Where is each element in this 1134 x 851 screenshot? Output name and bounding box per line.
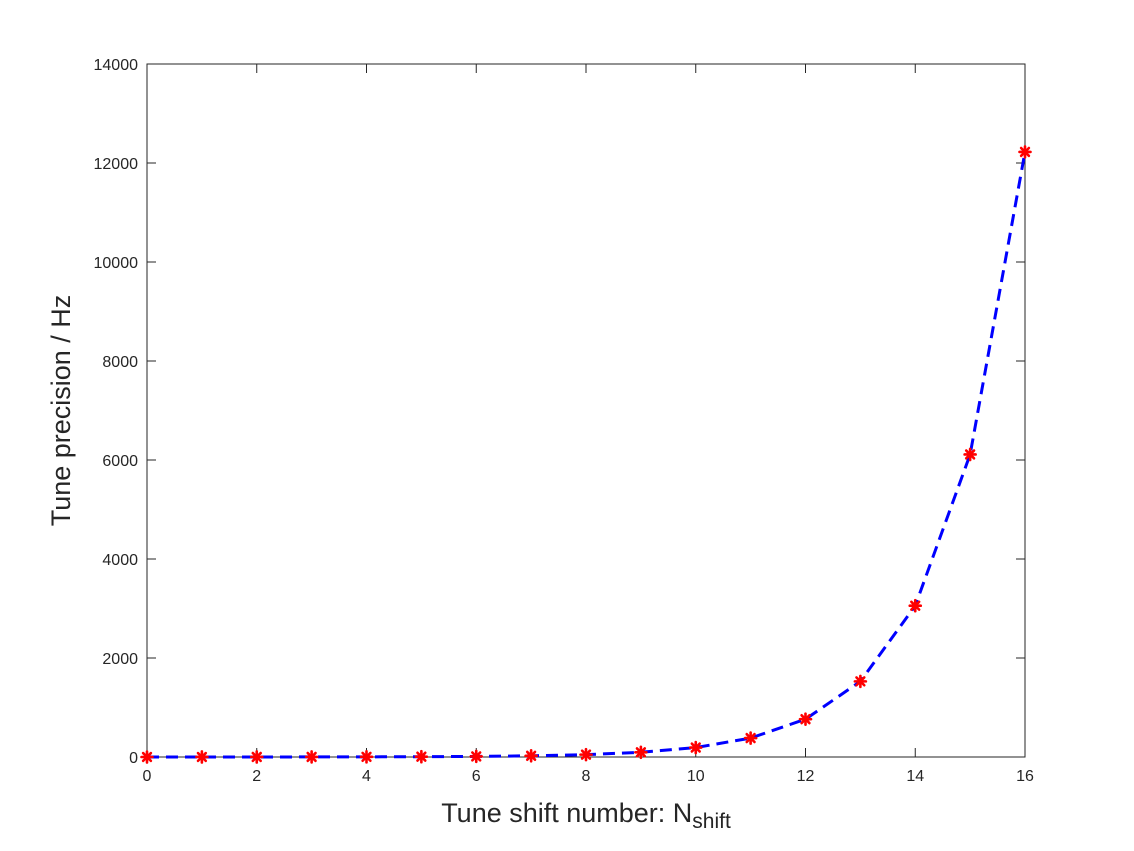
y-tick-label: 10000 — [94, 255, 139, 272]
data-point-marker — [798, 712, 813, 726]
y-axis-ticks: 0 2000 4000 6000 8000 10000 12000 14000 — [94, 57, 1025, 767]
y-tick-label: 0 — [129, 750, 138, 767]
y-tick-label: 2000 — [102, 651, 138, 668]
data-point-marker — [359, 750, 374, 764]
data-point-marker — [634, 745, 648, 760]
y-axis-title: Tune precision / Hz — [46, 295, 76, 527]
x-axis-title-main: Tune shift number: N — [441, 798, 692, 828]
x-tick-label: 16 — [1016, 768, 1034, 785]
data-point-marker — [908, 598, 923, 613]
x-axis-ticks: 0 2 4 6 8 10 12 14 16 — [143, 64, 1034, 785]
x-tick-label: 0 — [143, 768, 152, 785]
series-line — [146, 151, 1027, 759]
x-axis-title-subscript: shift — [692, 810, 731, 833]
data-point-marker — [414, 749, 429, 764]
data-point-marker — [249, 750, 264, 764]
y-tick-label: 8000 — [102, 354, 138, 371]
series-layer — [146, 151, 1027, 759]
data-point-marker — [688, 740, 703, 755]
y-tick-label: 14000 — [94, 57, 139, 74]
data-point-marker — [140, 750, 154, 764]
y-tick-label: 12000 — [94, 156, 139, 173]
plot-area-border — [146, 63, 1026, 758]
x-tick-label: 2 — [252, 768, 261, 785]
data-point-marker — [1018, 145, 1032, 159]
data-point-marker — [195, 750, 209, 764]
x-tick-label: 8 — [582, 768, 591, 785]
x-tick-label: 10 — [687, 768, 705, 785]
x-axis-title: Tune shift number: Nshift — [441, 798, 731, 833]
x-tick-label: 4 — [362, 768, 371, 785]
data-point-marker — [524, 749, 538, 763]
marker-layer — [140, 145, 1032, 764]
x-tick-label: 14 — [906, 768, 924, 785]
data-point-marker — [853, 674, 868, 689]
axes-frame — [146, 63, 1026, 758]
data-point-marker — [743, 731, 758, 745]
data-point-marker — [304, 750, 319, 764]
x-tick-label: 6 — [472, 768, 481, 785]
y-tick-label: 4000 — [102, 552, 138, 569]
x-tick-label: 12 — [797, 768, 815, 785]
y-tick-label: 6000 — [102, 453, 138, 470]
data-point-marker — [579, 747, 593, 762]
data-point-marker — [963, 447, 977, 462]
data-point-marker — [469, 749, 484, 764]
